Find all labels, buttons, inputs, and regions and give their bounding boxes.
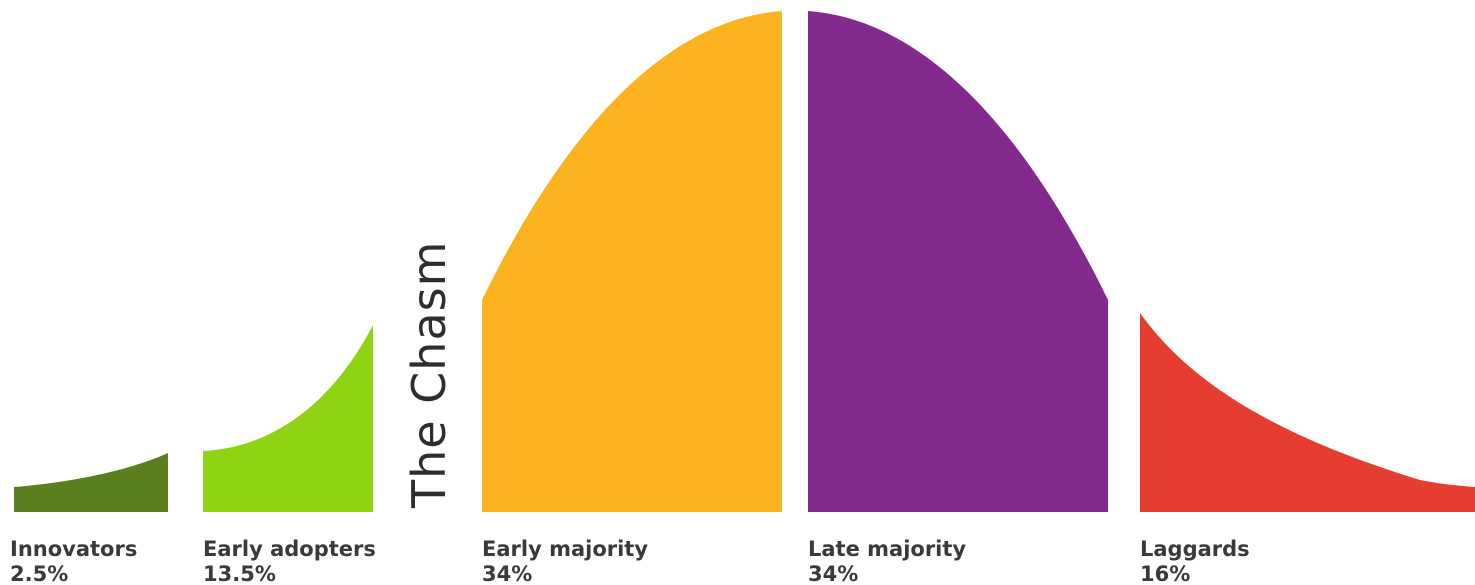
early-majority-segment <box>482 11 782 512</box>
early-adopters-share: 13.5% <box>203 562 276 585</box>
innovators-label: Innovators <box>10 537 137 561</box>
innovators-segment <box>14 453 168 512</box>
early-majority-label: Early majority <box>482 537 648 561</box>
late-majority-label: Late majority <box>808 537 966 561</box>
early-adopters-segment <box>203 325 373 512</box>
laggards-label: Laggards <box>1140 537 1250 561</box>
early-majority-share: 34% <box>482 562 532 585</box>
chasm-label: The Chasm <box>402 241 456 509</box>
late-majority-share: 34% <box>808 562 858 585</box>
late-majority-segment <box>808 11 1108 512</box>
laggards-share: 16% <box>1140 562 1190 585</box>
laggards-segment <box>1140 313 1475 512</box>
early-adopters-label: Early adopters <box>203 537 376 561</box>
innovators-share: 2.5% <box>10 562 68 585</box>
